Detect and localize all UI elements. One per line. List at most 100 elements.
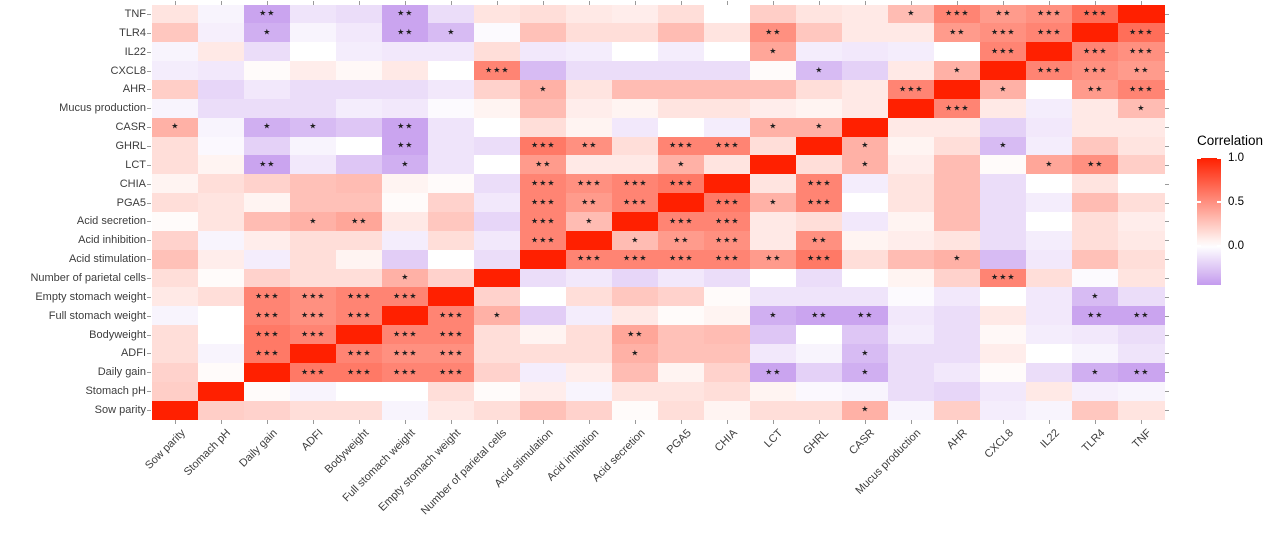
significance-stars: ★★★ — [991, 272, 1016, 282]
heatmap-cell — [980, 193, 1027, 213]
heatmap-cell: ★ — [934, 61, 981, 81]
heatmap-cell — [658, 344, 705, 364]
heatmap-cell — [612, 268, 659, 289]
heatmap-cell: ★ — [658, 155, 705, 175]
significance-stars: ★ — [309, 216, 318, 226]
axis-tick — [1003, 0, 1004, 5]
heatmap-cell — [980, 117, 1027, 138]
heatmap-cell — [290, 381, 337, 402]
heatmap-cell — [474, 136, 521, 157]
heatmap-cell — [796, 155, 843, 175]
heatmap-cell — [704, 80, 751, 100]
axis-tick — [147, 353, 151, 355]
heatmap-cell: ★★ — [1072, 80, 1119, 100]
heatmap-cell — [290, 400, 337, 421]
axis-tick — [313, 0, 314, 5]
heatmap-cell — [1118, 249, 1165, 270]
heatmap-cell — [612, 287, 659, 307]
significance-stars: ★ — [539, 84, 548, 94]
heatmap-cell — [198, 155, 245, 175]
heatmap-cell — [1118, 136, 1165, 157]
significance-stars: ★★ — [397, 121, 414, 131]
heatmap-cell — [796, 4, 843, 25]
heatmap-cell — [842, 212, 889, 232]
heatmap-cell — [888, 362, 935, 383]
heatmap-cell — [1026, 174, 1073, 194]
axis-tick — [1164, 202, 1169, 204]
significance-stars: ★★★ — [577, 253, 602, 263]
heatmap-cell: ★ — [382, 155, 429, 175]
heatmap-cell: ★ — [244, 23, 291, 43]
axis-tick — [451, 420, 452, 424]
significance-stars: ★★★ — [1037, 65, 1062, 75]
heatmap-cell: ★★★ — [290, 362, 337, 383]
heatmap-cell: ★★ — [658, 230, 705, 251]
heatmap-cell — [566, 23, 613, 43]
significance-stars: ★★★ — [991, 27, 1016, 37]
heatmap-cell — [198, 230, 245, 251]
heatmap-cell — [888, 268, 935, 289]
heatmap-cell: ★★★ — [336, 362, 383, 383]
significance-stars: ★★ — [1133, 65, 1150, 75]
heatmap-cell — [152, 61, 199, 81]
axis-tick — [147, 146, 151, 148]
heatmap-cell — [980, 98, 1027, 119]
heatmap-cell — [474, 344, 521, 364]
heatmap-cell — [658, 193, 705, 213]
significance-stars: ★★★ — [347, 291, 372, 301]
heatmap-cell — [1118, 400, 1165, 421]
axis-tick — [1164, 278, 1169, 280]
heatmap-cell — [382, 400, 429, 421]
heatmap-cell: ★★★ — [704, 193, 751, 213]
heatmap-cell — [290, 80, 337, 100]
heatmap-cell — [658, 287, 705, 307]
axis-tick — [147, 296, 151, 298]
heatmap-cell — [658, 268, 705, 289]
heatmap-cell — [1118, 381, 1165, 402]
heatmap-cell — [336, 400, 383, 421]
significance-stars: ★★ — [581, 140, 598, 150]
heatmap-cell — [566, 400, 613, 421]
x-axis-label: TNF — [1129, 427, 1154, 451]
heatmap-cell — [888, 249, 935, 270]
heatmap-cell — [474, 4, 521, 25]
heatmap-cell — [1026, 117, 1073, 138]
significance-stars: ★★★ — [393, 291, 418, 301]
heatmap-cell: ★ — [842, 136, 889, 157]
heatmap-cell — [290, 344, 337, 364]
significance-stars: ★ — [309, 121, 318, 131]
heatmap-cell — [428, 61, 475, 81]
heatmap-cell — [428, 268, 475, 289]
significance-stars: ★★★ — [439, 367, 464, 377]
heatmap-cell — [796, 23, 843, 43]
heatmap-cell — [382, 306, 429, 326]
heatmap-cell — [336, 80, 383, 100]
heatmap-cell — [934, 174, 981, 194]
heatmap-cell — [152, 212, 199, 232]
heatmap-cell — [750, 400, 797, 421]
heatmap-cell: ★★ — [1118, 362, 1165, 383]
axis-tick — [819, 420, 820, 424]
heatmap-cell — [198, 42, 245, 62]
axis-tick — [147, 70, 151, 72]
heatmap-cell: ★★★ — [1026, 61, 1073, 81]
heatmap-cell — [612, 117, 659, 138]
heatmap-cell: ★★ — [382, 23, 429, 43]
heatmap-cell — [198, 287, 245, 307]
significance-stars: ★★★ — [715, 253, 740, 263]
heatmap-cell — [704, 344, 751, 364]
heatmap-cell — [336, 230, 383, 251]
heatmap-cell — [336, 4, 383, 25]
heatmap-cell — [1026, 306, 1073, 326]
significance-stars: ★★★ — [301, 329, 326, 339]
significance-stars: ★★ — [535, 159, 552, 169]
heatmap-cell — [1026, 344, 1073, 364]
heatmap-cell — [152, 306, 199, 326]
heatmap-cell: ★★ — [980, 4, 1027, 25]
heatmap-cell: ★★ — [566, 193, 613, 213]
axis-tick — [773, 0, 774, 5]
axis-tick — [405, 0, 406, 5]
heatmap-cell — [474, 230, 521, 251]
significance-stars: ★★★ — [485, 65, 510, 75]
heatmap-cell: ★★★ — [244, 306, 291, 326]
